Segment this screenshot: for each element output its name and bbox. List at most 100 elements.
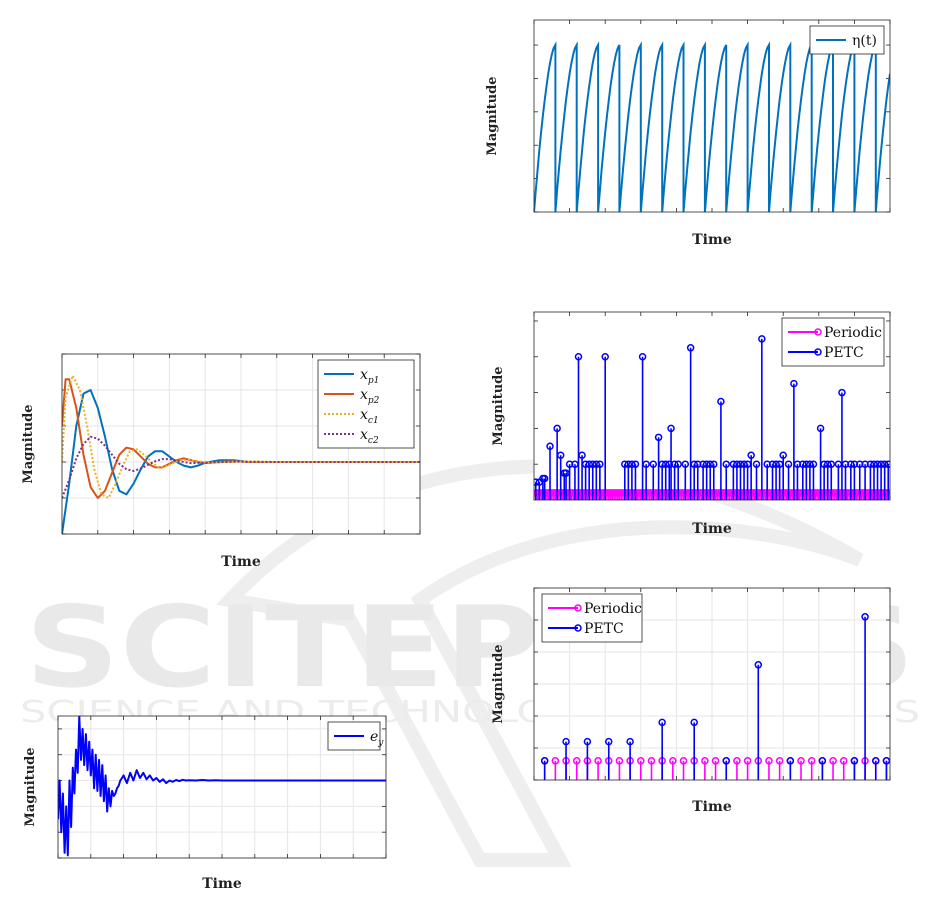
stem-marker [674,460,682,468]
stem-marker [686,344,695,352]
x-axis-label: Time [692,799,732,815]
legend-entry-name: x [360,367,368,383]
stem-marker [775,757,784,765]
stem-marker [594,757,602,765]
stem-marker [827,460,836,468]
legend-entry-name: Periodic [824,325,882,341]
stem-marker [884,460,890,468]
legend-entry-subscript: p1 [368,376,380,386]
legend-box [541,593,643,643]
legend-entry-name: e [370,729,378,745]
stem-marker [722,757,730,765]
inter-event-times-chart-top: Time Magnitude Periodic PETC [491,311,891,537]
y-axis-label: Magnitude [21,404,36,483]
stem-marker [754,661,763,669]
legend-entry-name: x [360,387,368,403]
legend-marker [814,348,822,356]
plot-marks [62,374,420,534]
legend-box [781,317,885,367]
stem-marker [790,379,798,388]
eta-dynamic-variable-chart: Time Magnitude η(t) [485,19,891,248]
stem-marker [553,424,561,433]
stem-marker [546,442,554,451]
stem-marker [829,757,837,765]
plot-marks [534,335,890,500]
legend-entry: xp2 [360,387,380,406]
stem-marker [540,474,549,483]
stem-marker [733,757,741,765]
stem-marker [679,757,688,765]
stem-marker [882,757,890,765]
plot-marks [58,716,386,857]
stem-marker [816,424,825,433]
stem-marker [743,757,752,765]
legend-entry: xp1 [360,367,379,386]
legend-entry: PETC [824,345,864,361]
stem-marker [556,451,565,459]
stem-marker [667,424,675,433]
stem-marker [601,353,609,361]
stem-marker [572,757,581,765]
stem-marker [784,460,793,468]
legend-entry: xc2 [360,427,379,446]
stem-marker [861,613,869,621]
y-axis-label: Magnitude [491,644,506,723]
legend-marker [574,624,582,632]
stem-marker [710,460,718,468]
stem-marker [647,757,656,765]
stem-marker [540,757,549,765]
series-line [58,716,386,857]
legend-marker [574,604,582,612]
legend-marker [814,328,822,336]
legend-entry-name: η(t) [852,33,877,49]
stem-marker [637,757,645,765]
stem-marker [631,460,640,468]
inter-event-times-chart-bottom: Time Magnitude Periodic PETC [491,587,891,815]
legend-entry: PETC [584,621,624,637]
legend-entry-subscript: c1 [368,416,379,426]
stem-marker [551,757,560,765]
stem-marker [642,460,650,468]
stem-marker [839,757,848,765]
legend-entry-subscript: c2 [368,436,379,446]
x-axis-label: Time [221,554,261,570]
y-axis-label: Magnitude [485,76,500,155]
output-error-chart: Time Magnitude ey [23,715,387,892]
legend-entry-name: Periodic [584,601,642,617]
y-axis-label: Magnitude [491,366,506,445]
stem-marker [605,737,613,746]
stem-marker [701,757,709,765]
stem-marker [596,460,604,468]
stem-marker [615,757,624,765]
stem-marker [649,460,658,468]
stem-marker [669,757,677,765]
stem-marker [752,460,761,468]
legend-entry-name: x [360,407,368,423]
stem-marker [583,737,592,746]
axes-frame [533,19,891,213]
stem-marker [886,489,890,497]
x-axis-label: Time [692,521,732,537]
stem-marker [872,757,880,765]
y-axis-label: Magnitude [23,747,38,826]
legend-entry-name: x [360,427,368,443]
stem-marker [818,757,827,765]
stem-marker [574,353,583,361]
stem-marker [807,757,816,765]
legend-entry-name: PETC [584,621,624,637]
stem-marker [722,460,730,468]
x-axis-label: Time [692,232,732,248]
legend-entry: xc1 [360,407,379,426]
axes-frame [533,311,891,501]
stem-marker [717,397,725,406]
axes-frame [57,715,387,859]
stem-marker [758,335,766,343]
stem-marker [797,757,805,765]
plot-marks [540,613,890,780]
stem-marker [654,433,663,442]
stem-marker [638,353,647,361]
x-axis-label: Time [202,876,242,892]
legend-entry-subscript: y [377,738,384,748]
